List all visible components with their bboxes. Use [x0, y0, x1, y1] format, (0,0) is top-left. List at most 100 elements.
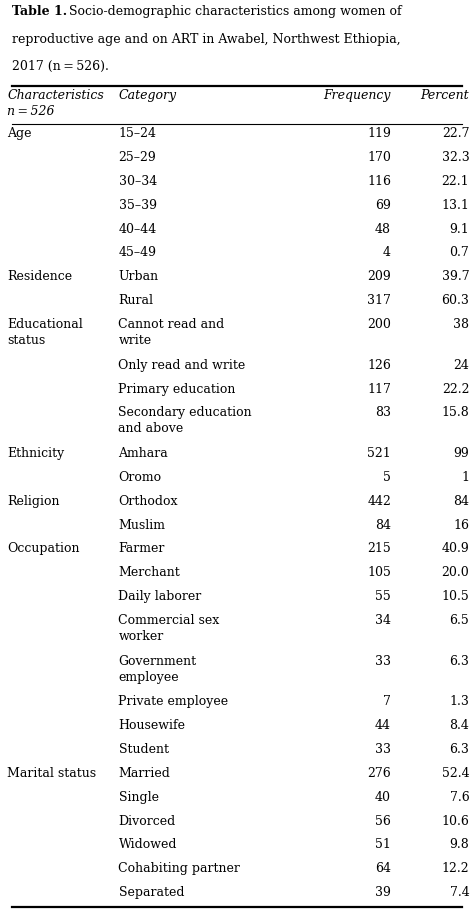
Text: 6.5: 6.5: [449, 614, 469, 627]
Text: Educational
status: Educational status: [7, 318, 83, 347]
Text: 22.7: 22.7: [442, 127, 469, 140]
Text: Government
employee: Government employee: [118, 654, 197, 683]
Text: Muslim: Muslim: [118, 519, 165, 531]
Text: Socio-demographic characteristics among women of: Socio-demographic characteristics among …: [65, 5, 401, 18]
Text: 35–39: 35–39: [118, 198, 156, 212]
Text: 83: 83: [375, 407, 391, 420]
Text: 276: 276: [367, 767, 391, 780]
Text: Age: Age: [7, 127, 32, 140]
Text: 45–49: 45–49: [118, 247, 156, 259]
Text: 48: 48: [375, 223, 391, 236]
Text: 15–24: 15–24: [118, 127, 156, 140]
Text: 56: 56: [375, 814, 391, 827]
Text: Commercial sex
worker: Commercial sex worker: [118, 614, 220, 643]
Text: 317: 317: [367, 294, 391, 308]
Text: Frequency: Frequency: [324, 89, 391, 102]
Text: 40: 40: [375, 791, 391, 804]
Text: 200: 200: [367, 318, 391, 331]
Text: Divorced: Divorced: [118, 814, 176, 827]
Text: 32.3: 32.3: [441, 151, 469, 164]
Text: 6.3: 6.3: [449, 654, 469, 668]
Text: 33: 33: [375, 743, 391, 756]
Text: Single: Single: [118, 791, 158, 804]
Text: reproductive age and on ART in Awabel, Northwest Ethiopia,: reproductive age and on ART in Awabel, N…: [12, 33, 401, 46]
Text: 105: 105: [367, 566, 391, 580]
Text: Percent: Percent: [420, 89, 469, 102]
Text: 116: 116: [367, 175, 391, 187]
Text: Married: Married: [118, 767, 170, 780]
Text: 22.1: 22.1: [442, 175, 469, 187]
Text: 12.2: 12.2: [442, 863, 469, 875]
Text: 30–34: 30–34: [118, 175, 157, 187]
Text: 126: 126: [367, 359, 391, 371]
Text: 215: 215: [367, 542, 391, 555]
Text: Separated: Separated: [118, 886, 184, 899]
Text: 0.7: 0.7: [449, 247, 469, 259]
Text: 119: 119: [367, 127, 391, 140]
Text: 44: 44: [375, 719, 391, 733]
Text: 170: 170: [367, 151, 391, 164]
Text: Oromo: Oromo: [118, 470, 162, 484]
Text: Characteristics
n = 526: Characteristics n = 526: [7, 89, 104, 118]
Text: 16: 16: [453, 519, 469, 531]
Text: Only read and write: Only read and write: [118, 359, 246, 371]
Text: 2017 (n = 526).: 2017 (n = 526).: [12, 60, 109, 73]
Text: 8.4: 8.4: [449, 719, 469, 733]
Text: 52.4: 52.4: [442, 767, 469, 780]
Text: 55: 55: [375, 591, 391, 603]
Text: Orthodox: Orthodox: [118, 495, 178, 508]
Text: Urban: Urban: [118, 270, 159, 283]
Text: 99: 99: [454, 447, 469, 460]
Text: 7: 7: [383, 695, 391, 708]
Text: 25–29: 25–29: [118, 151, 156, 164]
Text: Table 1.: Table 1.: [12, 5, 67, 18]
Text: 6.3: 6.3: [449, 743, 469, 756]
Text: Residence: Residence: [7, 270, 72, 283]
Text: Marital status: Marital status: [7, 767, 96, 780]
Text: Amhara: Amhara: [118, 447, 168, 460]
Text: Student: Student: [118, 743, 168, 756]
Text: Cannot read and
write: Cannot read and write: [118, 318, 225, 347]
Text: 38: 38: [453, 318, 469, 331]
Text: Cohabiting partner: Cohabiting partner: [118, 863, 240, 875]
Text: 9.8: 9.8: [449, 838, 469, 852]
Text: 1.3: 1.3: [449, 695, 469, 708]
Text: 84: 84: [375, 519, 391, 531]
Text: 9.1: 9.1: [449, 223, 469, 236]
Text: Category: Category: [118, 89, 177, 102]
Text: Farmer: Farmer: [118, 542, 165, 555]
Text: 39: 39: [375, 886, 391, 899]
Text: 10.5: 10.5: [441, 591, 469, 603]
Text: Occupation: Occupation: [7, 542, 80, 555]
Text: Secondary education
and above: Secondary education and above: [118, 407, 252, 435]
Text: 40–44: 40–44: [118, 223, 157, 236]
Text: 34: 34: [375, 614, 391, 627]
Text: 20.0: 20.0: [441, 566, 469, 580]
Text: Primary education: Primary education: [118, 382, 236, 396]
Text: 4: 4: [383, 247, 391, 259]
Text: 15.8: 15.8: [441, 407, 469, 420]
Text: Housewife: Housewife: [118, 719, 185, 733]
Text: 7.6: 7.6: [449, 791, 469, 804]
Text: 60.3: 60.3: [441, 294, 469, 308]
Text: Merchant: Merchant: [118, 566, 180, 580]
Text: 5: 5: [383, 470, 391, 484]
Text: 13.1: 13.1: [441, 198, 469, 212]
Text: 442: 442: [367, 495, 391, 508]
Text: 521: 521: [367, 447, 391, 460]
Text: Ethnicity: Ethnicity: [7, 447, 64, 460]
Text: Religion: Religion: [7, 495, 60, 508]
Text: 7.4: 7.4: [449, 886, 469, 899]
Text: 33: 33: [375, 654, 391, 668]
Text: 10.6: 10.6: [441, 814, 469, 827]
Text: 22.2: 22.2: [442, 382, 469, 396]
Text: Private employee: Private employee: [118, 695, 228, 708]
Text: 39.7: 39.7: [442, 270, 469, 283]
Text: Widowed: Widowed: [118, 838, 177, 852]
Text: 209: 209: [367, 270, 391, 283]
Text: 117: 117: [367, 382, 391, 396]
Text: Rural: Rural: [118, 294, 154, 308]
Text: 1: 1: [461, 470, 469, 484]
Text: 84: 84: [453, 495, 469, 508]
Text: 24: 24: [454, 359, 469, 371]
